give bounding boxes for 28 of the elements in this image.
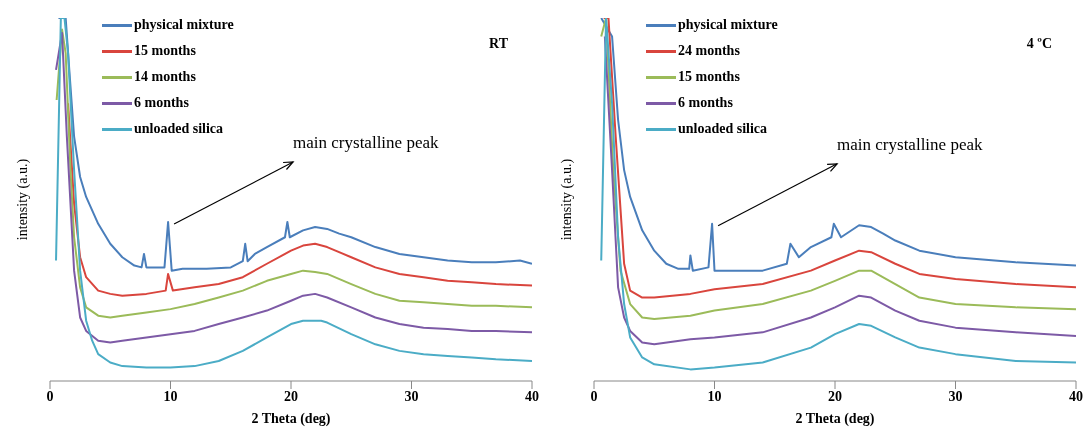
y-axis-title: intensity (a.u.) [14,158,31,241]
x-axis-title: 2 Theta (deg) [795,411,875,427]
legend-label: 15 months [678,68,740,86]
x-tick-label: 20 [828,388,842,404]
legend-label: 6 months [678,94,733,112]
legend-label: physical mixture [678,16,778,34]
legend-label: physical mixture [134,16,234,34]
annotation: main crystalline peak [837,134,983,154]
x-tick-label: 10 [707,388,722,404]
x-tick-label: 30 [404,388,419,404]
x-tick-label: 10 [163,388,178,404]
x-axis-title: 2 Theta (deg) [251,411,331,427]
x-tick-label: 30 [948,388,963,404]
legend-label: 24 months [678,42,740,60]
annotation: RT [489,36,508,52]
x-tick-label: 40 [1069,388,1083,404]
x-tick-label: 20 [284,388,298,404]
x-tick-label: 0 [590,388,598,404]
legend-label: 15 months [134,42,196,60]
legend-label: unloaded silica [134,120,224,138]
annotation: main crystalline peak [293,133,439,153]
x-tick-label: 0 [46,388,54,404]
annotation: 4 ºC [1026,36,1052,52]
y-axis-title: intensity (a.u.) [558,158,575,241]
legend-label: unloaded silica [678,120,768,138]
legend-label: 14 months [134,68,196,86]
x-tick-label: 40 [525,388,539,404]
legend-label: 6 months [134,94,189,112]
